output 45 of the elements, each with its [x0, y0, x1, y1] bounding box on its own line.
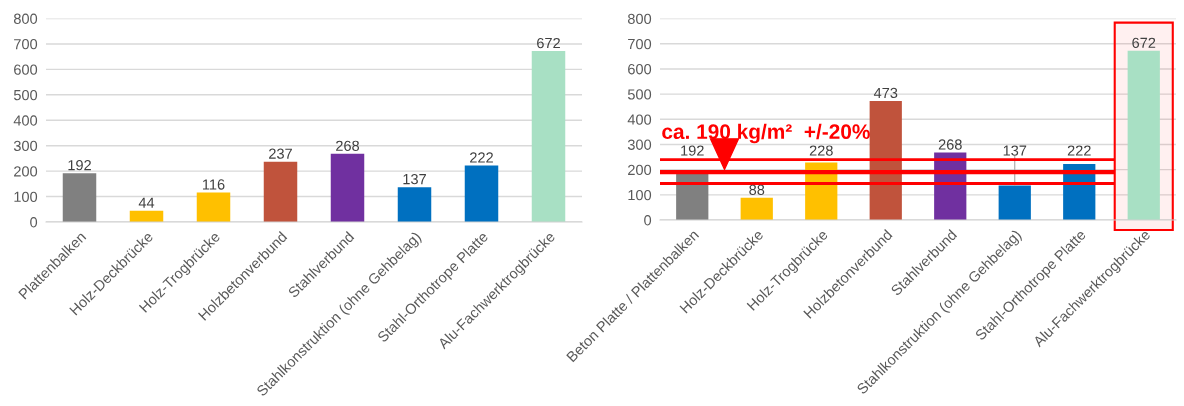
y-tick-label: 600: [628, 64, 652, 75]
bar: [464, 165, 499, 222]
y-tick-label: 300: [13, 140, 38, 152]
data-label: 44: [138, 197, 155, 208]
data-label: 473: [873, 87, 898, 99]
data-label: 192: [681, 145, 704, 156]
y-tick-label: 500: [13, 89, 38, 101]
data-label: 268: [938, 139, 962, 150]
bar: [998, 185, 1031, 220]
data-label: 88: [749, 184, 765, 195]
bar: [397, 187, 432, 222]
data-label: 192: [68, 159, 91, 171]
data-label: 137: [403, 173, 426, 185]
y-tick-label: 100: [14, 191, 38, 202]
data-label: 672: [537, 37, 560, 49]
y-tick-label: 200: [14, 166, 38, 177]
data-label: 268: [336, 140, 360, 151]
bar: [62, 173, 97, 222]
data-label: 222: [1067, 145, 1091, 156]
y-tick-label: 200: [628, 164, 652, 176]
y-tick-label: 0: [644, 215, 652, 226]
bar: [740, 197, 773, 220]
data-label: 672: [1132, 37, 1156, 48]
data-label: 237: [269, 148, 292, 159]
y-tick-label: 800: [627, 13, 652, 25]
y-tick-label: 400: [627, 114, 652, 125]
y-tick-label: 600: [14, 64, 38, 75]
y-tick-label: 400: [13, 115, 38, 126]
y-tick-label: 100: [628, 189, 652, 201]
y-tick-label: 700: [628, 38, 652, 50]
data-label: 116: [202, 179, 225, 190]
bar: [869, 100, 902, 220]
data-label: 222: [470, 152, 493, 163]
y-tick-label: 700: [14, 39, 38, 50]
bar: [263, 161, 298, 222]
y-tick-label: 800: [13, 13, 38, 24]
bar: [330, 153, 365, 222]
bar: [531, 51, 566, 222]
ref-line-label: ca. 190 kg/m² +/-20%: [662, 123, 870, 144]
data-label: 137: [1003, 145, 1027, 156]
data-label: 228: [809, 145, 833, 156]
y-tick-label: 500: [627, 89, 652, 100]
y-tick-label: 300: [627, 139, 652, 150]
bar: [196, 192, 231, 222]
y-tick-label: 0: [30, 217, 38, 228]
